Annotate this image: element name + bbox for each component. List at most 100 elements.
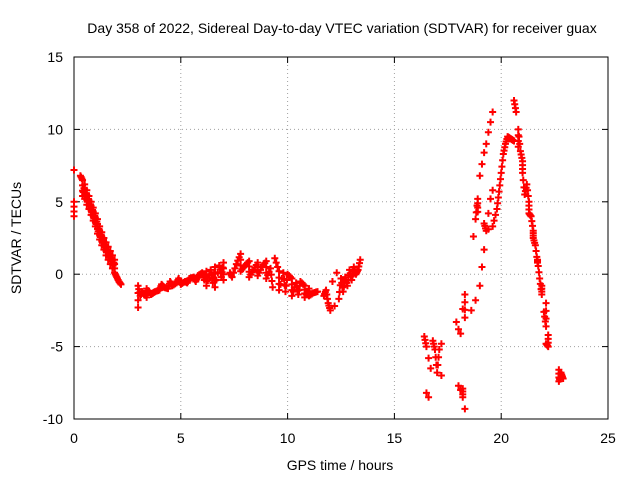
data-point-interp — [356, 259, 364, 267]
data-point-interp — [268, 277, 276, 285]
data-point-interp — [474, 204, 482, 212]
data-point-interp — [229, 269, 237, 277]
data-point — [478, 160, 486, 168]
data-point-interp — [511, 104, 519, 112]
data-point-interp — [353, 267, 361, 275]
data-point — [497, 169, 505, 177]
data-point-interp — [461, 306, 469, 314]
data-point — [467, 306, 475, 314]
data-point-interp — [312, 288, 320, 296]
data-point — [279, 269, 287, 277]
x-tick-label: 20 — [493, 430, 509, 446]
data-point-interp — [518, 154, 526, 162]
data-point-interp — [515, 133, 523, 141]
data-point-interp — [286, 273, 294, 281]
data-point-interp — [538, 285, 546, 293]
data-point-interp — [558, 373, 566, 381]
data-point — [472, 296, 480, 304]
data-point-interp — [326, 304, 334, 312]
x-tick-label: 0 — [70, 430, 78, 446]
data-point — [489, 222, 497, 230]
data-point — [476, 282, 484, 290]
data-point-interp — [519, 176, 527, 184]
y-tick-label: 10 — [47, 121, 63, 137]
data-point-interp — [535, 268, 543, 276]
data-point — [427, 364, 435, 372]
data-point-interp — [519, 165, 527, 173]
data-point — [271, 254, 279, 262]
x-tick-label: 25 — [600, 430, 616, 446]
data-point — [461, 405, 469, 413]
data-point-interp — [526, 211, 534, 219]
data-point-interp — [220, 270, 228, 278]
data-point — [269, 283, 277, 291]
data-point-interp — [244, 259, 252, 267]
data-point — [454, 325, 462, 333]
data-point-interp — [204, 276, 212, 284]
data-point-interp — [461, 298, 469, 306]
data-point — [489, 108, 497, 116]
data-point-interp — [459, 387, 467, 395]
data-point-interp — [231, 264, 239, 272]
y-tick-label: -10 — [43, 411, 63, 427]
data-point — [134, 304, 142, 312]
data-point-interp — [299, 280, 307, 288]
data-point-interp — [501, 143, 509, 151]
data-point-interp — [257, 266, 265, 274]
data-point-interp — [496, 175, 504, 183]
y-axis-label: SDTVAR / TECUs — [8, 182, 24, 294]
data-point — [484, 209, 492, 217]
data-point-interp — [534, 262, 542, 270]
data-point — [275, 267, 283, 275]
data-point-interp — [472, 208, 480, 216]
data-point-interp — [531, 239, 539, 247]
data-point-interp — [116, 279, 124, 287]
data-point-interp — [482, 224, 490, 232]
data-point-interp — [283, 276, 291, 284]
data-point — [328, 277, 336, 285]
data-point-interp — [430, 343, 438, 351]
data-point-interp — [261, 259, 269, 267]
data-point — [433, 369, 441, 377]
data-point-interp — [529, 222, 537, 230]
data-points — [70, 96, 567, 413]
data-point — [487, 195, 495, 203]
data-point-interp — [212, 276, 220, 284]
data-point — [435, 345, 443, 353]
y-tick-label: 5 — [55, 194, 63, 210]
data-point-interp — [490, 217, 498, 225]
data-point-interp — [78, 175, 86, 183]
data-point-interp — [544, 335, 552, 343]
x-tick-label: 10 — [280, 430, 296, 446]
x-axis-label: GPS time / hours — [287, 457, 394, 473]
data-point — [275, 286, 283, 294]
plot-frame — [73, 56, 609, 420]
data-point-interp — [323, 295, 331, 303]
data-point-interp — [134, 296, 142, 304]
data-point — [452, 318, 460, 326]
data-point-interp — [542, 315, 550, 323]
x-tick-labels: 0 5 10 15 20 25 — [70, 430, 616, 446]
data-point — [425, 354, 433, 362]
data-point — [437, 340, 445, 348]
data-point — [484, 128, 492, 136]
x-tick-label: 5 — [177, 430, 185, 446]
x-tick-label: 15 — [387, 430, 403, 446]
data-point — [211, 283, 219, 291]
data-point — [422, 389, 430, 397]
data-point-interp — [516, 140, 524, 148]
data-point-interp — [496, 181, 504, 189]
data-point — [425, 393, 433, 401]
data-point-interp — [524, 192, 532, 200]
data-point — [489, 186, 497, 194]
data-point — [472, 215, 480, 223]
data-point-interp — [274, 263, 282, 271]
data-point — [454, 382, 462, 390]
data-point — [70, 166, 78, 174]
data-point-interp — [499, 156, 507, 164]
data-point — [437, 372, 445, 380]
chart-title: Day 358 of 2022, Sidereal Day-to-day VTE… — [87, 20, 596, 36]
data-point — [480, 149, 488, 157]
